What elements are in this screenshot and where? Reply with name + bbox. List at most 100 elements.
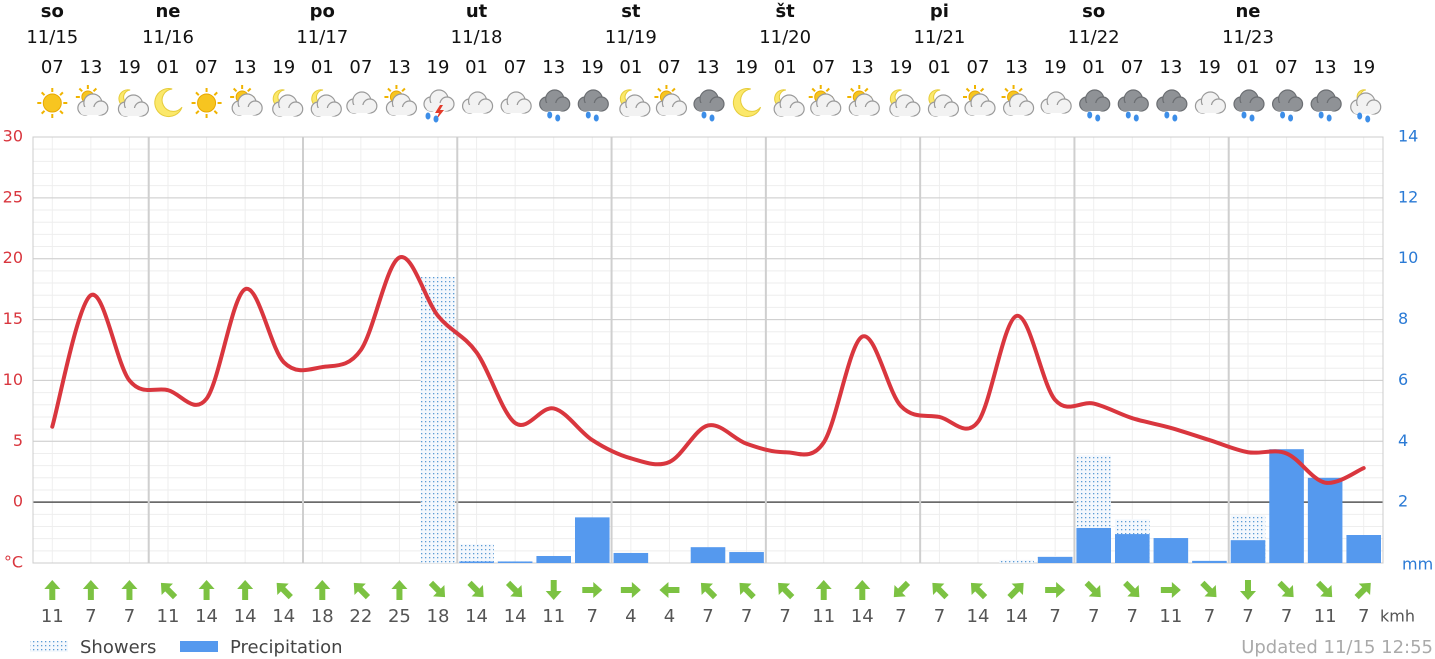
wind-arrow	[198, 580, 215, 600]
icon-ray	[195, 110, 200, 115]
hour-label: 01	[1082, 57, 1105, 78]
hour-label: 13	[851, 57, 874, 78]
icon-cloud	[1313, 103, 1338, 111]
y-tick-label: 0	[13, 492, 23, 511]
icon-ray	[657, 87, 662, 93]
icon-drop	[1125, 111, 1131, 119]
precipitation-bar	[1192, 560, 1227, 563]
icon-drop	[585, 111, 591, 119]
icon-cloud	[580, 103, 605, 111]
wind-arrow	[237, 580, 254, 600]
day-date: 11/17	[296, 27, 348, 48]
wind-speed: 14	[195, 606, 218, 627]
hour-label: 19	[889, 57, 912, 78]
hour-label: 19	[581, 57, 604, 78]
icon-cloud	[658, 107, 683, 115]
icon-ray	[232, 87, 238, 93]
day-name: so	[41, 1, 64, 22]
day-name: po	[310, 1, 335, 22]
wind-arrow	[44, 580, 61, 600]
hour-label: 13	[697, 57, 720, 78]
precipitation-bar	[1115, 534, 1150, 563]
icon-moon	[732, 88, 762, 118]
precipitation-bar	[1153, 538, 1189, 563]
icon-ray	[1018, 87, 1023, 93]
weather-icon	[423, 89, 455, 123]
wind-arrow	[467, 580, 484, 598]
weather-icon	[346, 91, 378, 114]
y2-tick-label: 12	[1398, 187, 1418, 206]
weather-icon	[310, 89, 342, 117]
icon-cloud	[1197, 105, 1222, 113]
icon-ray	[825, 87, 830, 93]
icon-cloud	[1158, 103, 1183, 111]
weather-icon	[927, 89, 960, 117]
weather-icon	[539, 89, 571, 122]
icon-ray	[401, 87, 406, 93]
precipitation-bar	[1230, 540, 1266, 563]
wind-arrow	[778, 582, 795, 600]
hour-label: 13	[234, 57, 257, 78]
icon-ray	[979, 87, 985, 93]
wind-speed: 11	[1314, 606, 1337, 627]
icon-cloud	[234, 107, 259, 115]
day-name: št	[775, 1, 795, 22]
hour-label: 13	[542, 57, 565, 78]
wind-arrow	[545, 580, 562, 600]
wind-speed: 14	[1005, 606, 1028, 627]
wind-speed: 11	[812, 606, 835, 627]
icon-cloud	[1352, 106, 1377, 114]
y2-tick-label: 4	[1398, 431, 1408, 450]
icon-cloud	[851, 107, 876, 115]
wind-arrow	[353, 582, 371, 600]
icon-cloud	[1120, 103, 1145, 111]
day-date: 11/21	[913, 27, 965, 48]
hour-label: 07	[1275, 57, 1298, 78]
wind-arrow	[1240, 580, 1256, 600]
weather-icon	[191, 88, 222, 118]
y-tick-label: 25	[3, 187, 23, 206]
icon-cloud	[79, 107, 104, 115]
icon-cloud	[1081, 103, 1106, 111]
day-name: ne	[155, 1, 180, 22]
weather-icon	[37, 88, 68, 118]
icon-cloud	[503, 105, 528, 113]
hour-label: 07	[1121, 57, 1144, 78]
hour-label: 19	[272, 57, 295, 78]
wind-arrow	[854, 580, 871, 600]
day-date: 11/19	[605, 27, 657, 48]
icon-cloud	[426, 103, 450, 111]
precipitation-bar	[575, 517, 610, 563]
icon-ray	[213, 91, 218, 96]
weather-icon	[654, 85, 688, 116]
hour-label: 13	[79, 57, 102, 78]
icon-drop	[593, 114, 599, 122]
hour-label: 13	[388, 57, 411, 78]
y2-tick-label: 8	[1398, 309, 1408, 328]
legend-label: Precipitation	[230, 637, 343, 658]
weather-icon	[732, 88, 762, 118]
wind-arrow	[582, 582, 603, 598]
wind-arrow	[1160, 582, 1181, 598]
wind-arrow	[893, 580, 911, 598]
wind-speed: 7	[1204, 606, 1215, 627]
y2-tick-label: 14	[1398, 127, 1418, 146]
icon-cloud	[776, 108, 801, 116]
hour-label: 01	[157, 57, 180, 78]
wind-arrow	[82, 580, 99, 600]
icon-ray	[387, 87, 392, 93]
wind-arrow	[659, 582, 680, 598]
weather-icon	[773, 89, 805, 117]
wind-speed: 7	[1127, 606, 1138, 627]
wind-arrow	[1315, 580, 1333, 598]
icon-ray	[811, 87, 816, 93]
wind-speed: 7	[587, 606, 598, 627]
wind-arrow	[1277, 580, 1294, 598]
precipitation-bar	[1307, 477, 1343, 563]
day-name: ut	[466, 1, 488, 22]
icon-drop	[709, 114, 715, 122]
hour-label: 07	[349, 57, 372, 78]
wind-speed: 22	[349, 606, 372, 627]
wind-speed: 14	[234, 606, 257, 627]
wind-speed: 4	[625, 606, 636, 627]
